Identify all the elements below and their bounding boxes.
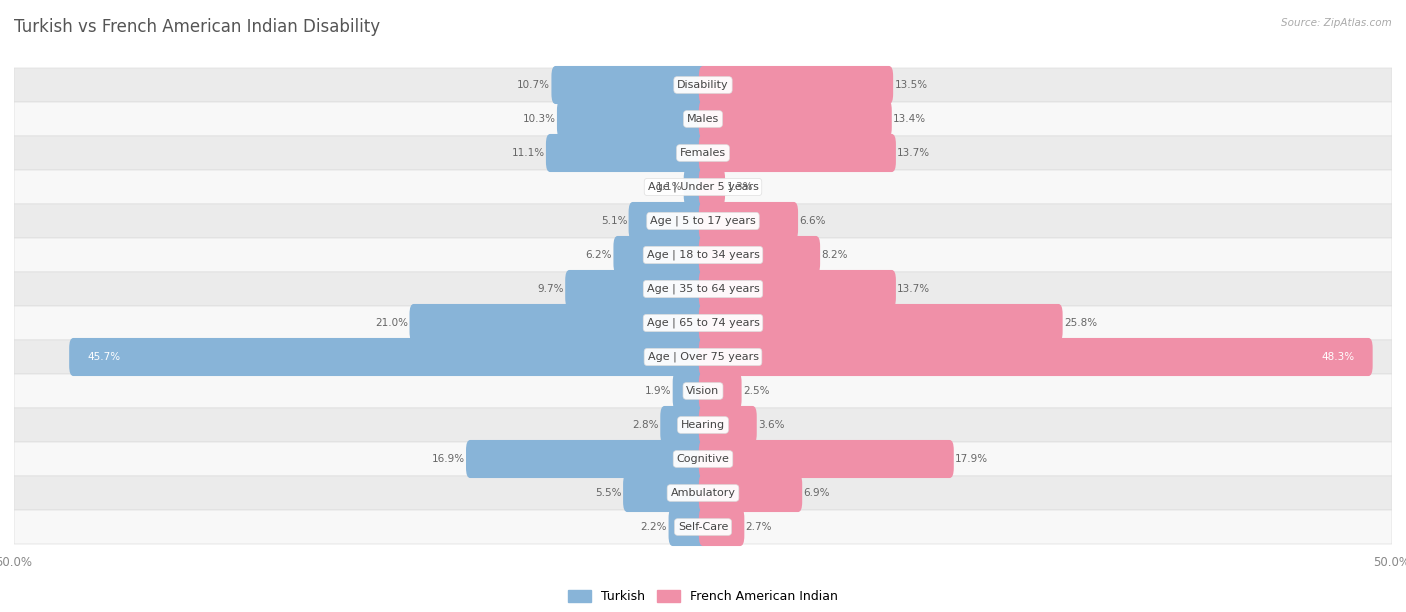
Text: 13.7%: 13.7% [897,284,931,294]
Text: 5.5%: 5.5% [595,488,621,498]
Text: 2.5%: 2.5% [742,386,769,396]
Text: 13.7%: 13.7% [897,148,931,158]
Text: 11.1%: 11.1% [512,148,544,158]
Text: 25.8%: 25.8% [1064,318,1097,328]
Text: 2.8%: 2.8% [633,420,659,430]
FancyBboxPatch shape [565,270,707,308]
FancyBboxPatch shape [672,372,707,410]
Text: 3.6%: 3.6% [758,420,785,430]
FancyBboxPatch shape [661,406,707,444]
Text: 17.9%: 17.9% [955,454,988,464]
FancyBboxPatch shape [546,134,707,172]
Text: Self-Care: Self-Care [678,522,728,532]
FancyBboxPatch shape [623,474,707,512]
Text: 1.9%: 1.9% [645,386,671,396]
FancyBboxPatch shape [14,136,1392,170]
Text: 6.9%: 6.9% [804,488,830,498]
FancyBboxPatch shape [699,508,744,546]
Text: 5.1%: 5.1% [600,216,627,226]
FancyBboxPatch shape [14,340,1392,374]
Text: 9.7%: 9.7% [537,284,564,294]
FancyBboxPatch shape [699,66,893,104]
Text: Source: ZipAtlas.com: Source: ZipAtlas.com [1281,18,1392,28]
Text: 21.0%: 21.0% [375,318,408,328]
FancyBboxPatch shape [699,202,799,240]
Text: Females: Females [681,148,725,158]
Text: Turkish vs French American Indian Disability: Turkish vs French American Indian Disabi… [14,18,380,36]
FancyBboxPatch shape [465,440,707,478]
FancyBboxPatch shape [69,338,707,376]
FancyBboxPatch shape [699,338,1372,376]
Text: Vision: Vision [686,386,720,396]
Text: Hearing: Hearing [681,420,725,430]
Text: 6.2%: 6.2% [585,250,612,260]
FancyBboxPatch shape [699,134,896,172]
Text: Age | Over 75 years: Age | Over 75 years [648,352,758,362]
FancyBboxPatch shape [551,66,707,104]
FancyBboxPatch shape [699,304,1063,342]
FancyBboxPatch shape [14,510,1392,544]
FancyBboxPatch shape [14,408,1392,442]
FancyBboxPatch shape [699,100,891,138]
FancyBboxPatch shape [628,202,707,240]
Text: 2.2%: 2.2% [641,522,668,532]
FancyBboxPatch shape [14,238,1392,272]
FancyBboxPatch shape [699,372,741,410]
FancyBboxPatch shape [14,442,1392,476]
Text: Ambulatory: Ambulatory [671,488,735,498]
FancyBboxPatch shape [14,306,1392,340]
FancyBboxPatch shape [699,440,953,478]
Legend: Turkish, French American Indian: Turkish, French American Indian [564,585,842,608]
Text: Disability: Disability [678,80,728,90]
Text: 10.3%: 10.3% [523,114,555,124]
FancyBboxPatch shape [699,236,820,274]
Text: 16.9%: 16.9% [432,454,464,464]
FancyBboxPatch shape [683,168,707,206]
FancyBboxPatch shape [699,406,756,444]
Text: 48.3%: 48.3% [1322,352,1355,362]
FancyBboxPatch shape [699,474,803,512]
Text: 13.4%: 13.4% [893,114,927,124]
FancyBboxPatch shape [14,68,1392,102]
FancyBboxPatch shape [669,508,707,546]
Text: Age | 5 to 17 years: Age | 5 to 17 years [650,216,756,226]
FancyBboxPatch shape [14,170,1392,204]
FancyBboxPatch shape [14,102,1392,136]
FancyBboxPatch shape [699,168,725,206]
Text: 8.2%: 8.2% [821,250,848,260]
Text: Age | 65 to 74 years: Age | 65 to 74 years [647,318,759,328]
FancyBboxPatch shape [14,476,1392,510]
FancyBboxPatch shape [14,204,1392,238]
FancyBboxPatch shape [557,100,707,138]
FancyBboxPatch shape [14,374,1392,408]
Text: Males: Males [688,114,718,124]
FancyBboxPatch shape [699,270,896,308]
Text: 1.3%: 1.3% [727,182,754,192]
Text: Cognitive: Cognitive [676,454,730,464]
Text: Age | Under 5 years: Age | Under 5 years [648,182,758,192]
FancyBboxPatch shape [613,236,707,274]
FancyBboxPatch shape [14,272,1392,306]
FancyBboxPatch shape [409,304,707,342]
Text: 13.5%: 13.5% [894,80,928,90]
Text: 6.6%: 6.6% [800,216,825,226]
Text: 2.7%: 2.7% [745,522,772,532]
Text: 45.7%: 45.7% [87,352,120,362]
Text: 1.1%: 1.1% [655,182,682,192]
Text: Age | 35 to 64 years: Age | 35 to 64 years [647,284,759,294]
Text: Age | 18 to 34 years: Age | 18 to 34 years [647,250,759,260]
Text: 10.7%: 10.7% [517,80,550,90]
